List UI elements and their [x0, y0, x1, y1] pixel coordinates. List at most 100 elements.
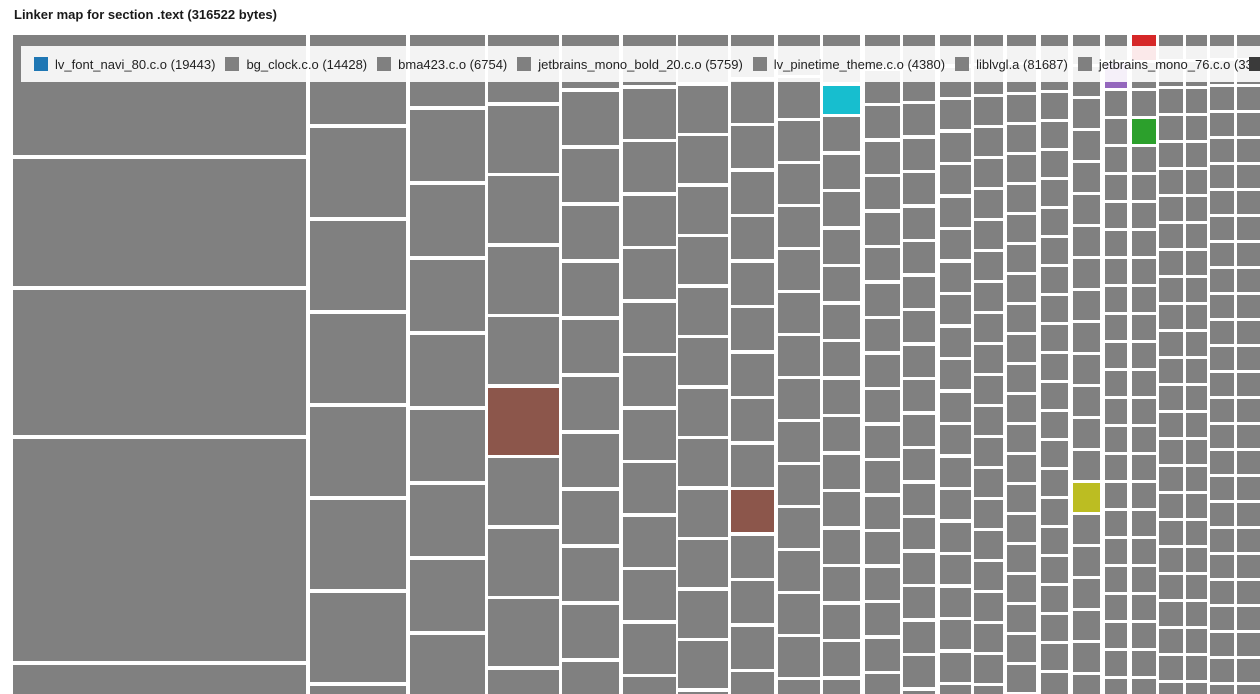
treemap-block[interactable] — [1210, 659, 1234, 682]
treemap-block[interactable] — [865, 212, 900, 245]
treemap-block[interactable] — [562, 377, 619, 430]
treemap-block[interactable] — [1159, 251, 1183, 275]
treemap-block[interactable] — [778, 680, 820, 694]
treemap-block[interactable] — [13, 439, 306, 661]
treemap-block[interactable] — [1041, 180, 1068, 206]
treemap-block[interactable] — [903, 380, 935, 411]
treemap-block-highlighted[interactable] — [1073, 483, 1100, 512]
treemap-block[interactable] — [778, 250, 820, 290]
treemap-block[interactable] — [310, 686, 406, 694]
treemap-block[interactable] — [778, 637, 820, 677]
treemap-block[interactable] — [974, 97, 1003, 125]
treemap-block[interactable] — [623, 623, 676, 674]
treemap-block[interactable] — [1159, 170, 1183, 194]
treemap-block[interactable] — [1105, 679, 1127, 694]
treemap-block[interactable] — [823, 304, 860, 339]
treemap-block[interactable] — [823, 604, 860, 639]
treemap-block[interactable] — [903, 449, 935, 480]
treemap-block[interactable] — [940, 555, 971, 584]
treemap-block[interactable] — [1159, 413, 1183, 437]
treemap-block[interactable] — [1186, 116, 1207, 140]
treemap-block[interactable] — [778, 293, 820, 333]
treemap-block[interactable] — [562, 662, 619, 694]
treemap-block[interactable] — [1210, 399, 1234, 422]
treemap-block[interactable] — [1073, 515, 1100, 544]
treemap-block[interactable] — [940, 620, 971, 649]
treemap-block[interactable] — [562, 92, 619, 145]
treemap-block[interactable] — [1073, 323, 1100, 352]
treemap-block[interactable] — [562, 491, 619, 544]
treemap-block[interactable] — [731, 535, 774, 578]
treemap-block[interactable] — [1073, 451, 1100, 480]
treemap-block[interactable] — [1237, 659, 1260, 682]
treemap-block-highlighted[interactable] — [488, 387, 559, 455]
treemap-block[interactable] — [410, 110, 485, 181]
treemap-block[interactable] — [903, 276, 935, 308]
legend-item[interactable]: lv_pinetime_theme.c.o (4380) — [752, 57, 945, 72]
treemap-block[interactable] — [1132, 651, 1156, 676]
treemap-block[interactable] — [1186, 521, 1207, 545]
treemap-block[interactable] — [1073, 227, 1100, 256]
treemap-block[interactable] — [974, 283, 1003, 311]
treemap-block[interactable] — [1105, 427, 1127, 452]
treemap-block[interactable] — [1186, 683, 1207, 694]
treemap-block[interactable] — [731, 444, 774, 487]
legend-item[interactable]: liblvgl.a (81687) — [955, 57, 1068, 72]
treemap-block[interactable] — [1237, 503, 1260, 526]
treemap-block[interactable] — [13, 665, 306, 694]
treemap-block[interactable] — [623, 516, 676, 567]
treemap-block[interactable] — [1041, 441, 1068, 467]
treemap-block[interactable] — [1105, 231, 1127, 256]
treemap-block[interactable] — [1105, 623, 1127, 648]
treemap-block[interactable] — [1210, 217, 1234, 240]
treemap-block[interactable] — [1073, 643, 1100, 672]
treemap-block[interactable] — [778, 207, 820, 247]
treemap-block[interactable] — [1041, 325, 1068, 351]
treemap-block[interactable] — [940, 327, 971, 357]
treemap-block[interactable] — [678, 338, 728, 385]
treemap-block[interactable] — [1041, 296, 1068, 322]
treemap-block[interactable] — [1186, 278, 1207, 302]
treemap-block[interactable] — [940, 685, 971, 694]
treemap-block[interactable] — [678, 489, 728, 537]
treemap-block[interactable] — [1073, 675, 1100, 694]
treemap-block[interactable] — [1007, 215, 1036, 242]
treemap-block[interactable] — [1041, 93, 1068, 119]
treemap-block[interactable] — [823, 679, 860, 694]
treemap-block[interactable] — [865, 319, 900, 351]
treemap-block[interactable] — [974, 531, 1003, 559]
treemap-block[interactable] — [823, 229, 860, 264]
treemap-block[interactable] — [623, 302, 676, 353]
treemap-block[interactable] — [1237, 685, 1260, 694]
treemap-block[interactable] — [410, 560, 485, 631]
treemap-block[interactable] — [731, 171, 774, 214]
treemap-block[interactable] — [1237, 165, 1260, 188]
treemap-block[interactable] — [823, 492, 860, 526]
treemap-block[interactable] — [1159, 359, 1183, 383]
treemap-block[interactable] — [310, 593, 406, 682]
treemap-block[interactable] — [1159, 305, 1183, 329]
treemap-block[interactable] — [823, 417, 860, 451]
treemap-block[interactable] — [1007, 155, 1036, 182]
treemap-block[interactable] — [1073, 547, 1100, 576]
treemap-block[interactable] — [1132, 315, 1156, 340]
treemap-block[interactable] — [823, 529, 860, 564]
treemap-block[interactable] — [1041, 557, 1068, 583]
treemap-block[interactable] — [1073, 131, 1100, 160]
treemap-block[interactable] — [865, 248, 900, 280]
treemap-block[interactable] — [1186, 548, 1207, 572]
treemap-block[interactable] — [778, 78, 820, 118]
treemap-block[interactable] — [1073, 387, 1100, 416]
treemap-block[interactable] — [1105, 371, 1127, 396]
treemap-block[interactable] — [974, 407, 1003, 435]
treemap-block[interactable] — [865, 496, 900, 529]
treemap-block[interactable] — [1210, 165, 1234, 188]
treemap-block[interactable] — [1041, 354, 1068, 380]
treemap-block[interactable] — [1237, 477, 1260, 500]
treemap-block[interactable] — [1159, 332, 1183, 356]
treemap-block[interactable] — [1186, 143, 1207, 167]
treemap-block[interactable] — [865, 603, 900, 635]
treemap-block[interactable] — [623, 195, 676, 246]
treemap-block[interactable] — [1210, 347, 1234, 370]
treemap-block[interactable] — [865, 354, 900, 387]
